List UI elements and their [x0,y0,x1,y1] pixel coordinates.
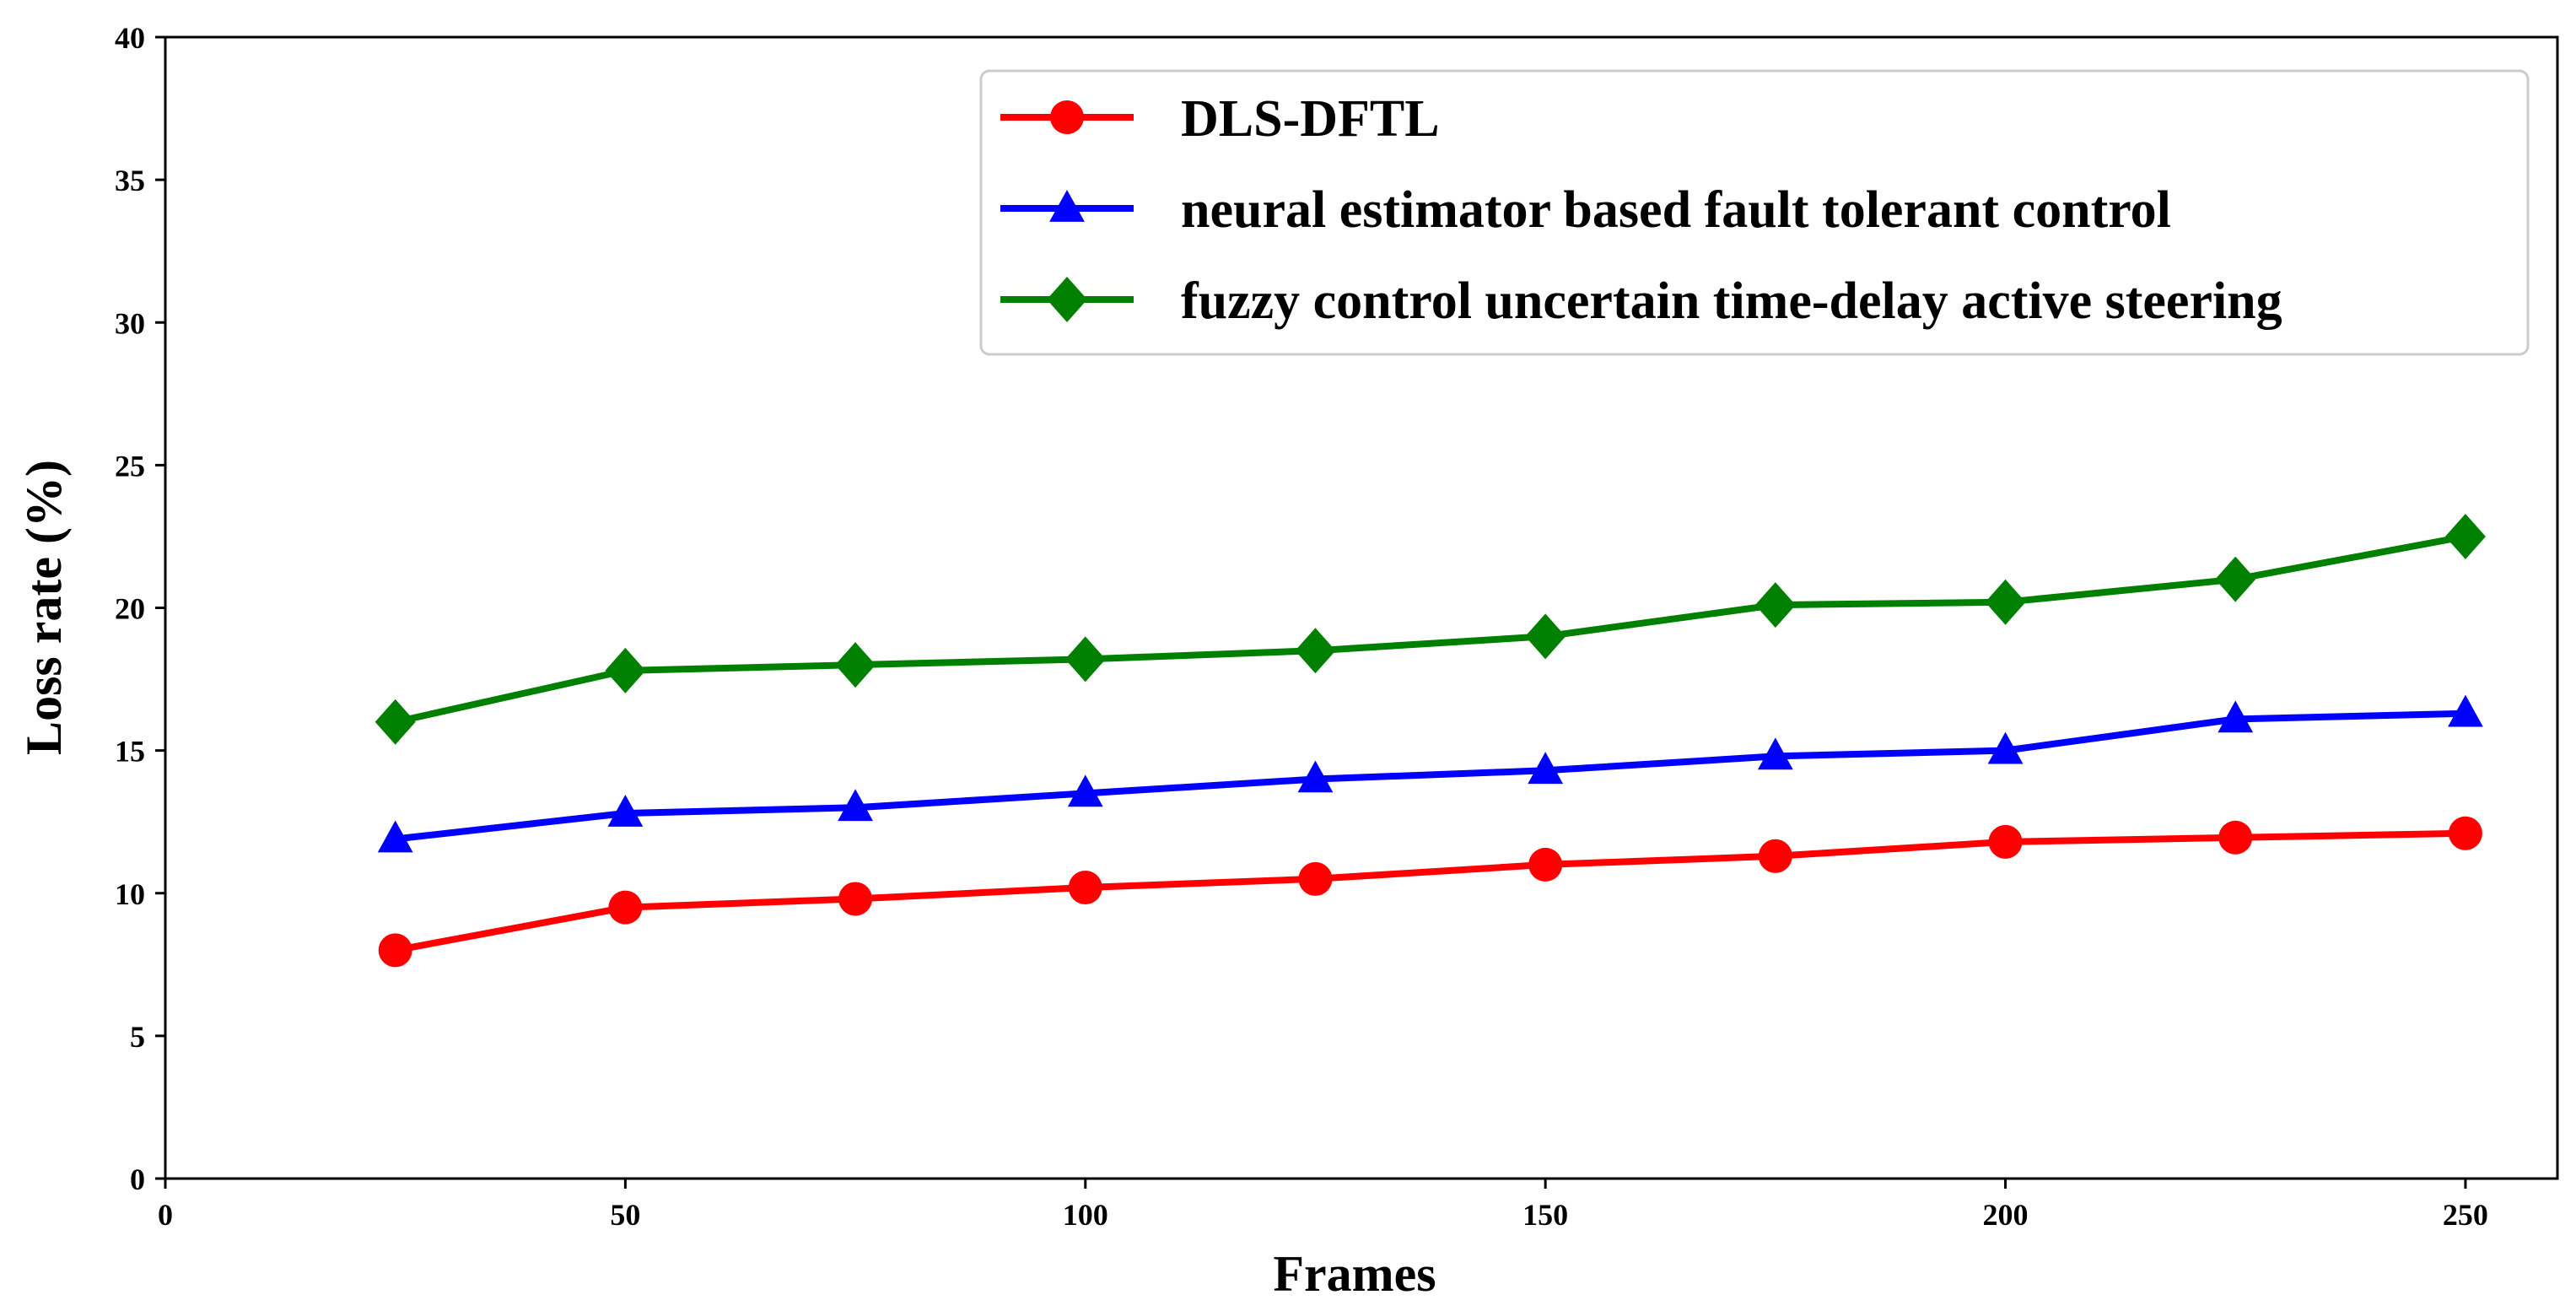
series-1 [378,816,2482,968]
data-point [1067,774,1103,807]
x-tick-label: 200 [1983,1198,2029,1232]
data-point [835,642,876,688]
legend-marker [1047,277,1087,322]
data-point [1985,579,2026,625]
data-point [1068,870,1102,904]
series-line [394,532,2466,726]
series-layer [375,513,2486,968]
legend-label: DLS-DFTL [1181,90,1440,148]
data-point [1758,839,1792,873]
legend-marker [1049,190,1085,222]
legend-label: neural estimator based fault tolerant co… [1181,181,2171,239]
data-point [1988,824,2023,859]
data-point [1298,861,1333,896]
y-tick-label: 5 [130,1020,145,1054]
y-tick-label: 20 [115,592,145,626]
data-point [605,647,646,693]
y-tick-label: 40 [115,21,145,55]
x-tick-label: 50 [610,1198,640,1232]
data-point [2448,694,2483,727]
data-point [375,699,416,745]
y-tick-label: 25 [115,449,145,483]
data-point [377,820,413,853]
y-tick-label: 35 [115,164,145,197]
data-point [1987,731,2024,764]
y-axis-title: Loss rate (%) [16,460,72,755]
data-point [838,882,873,916]
data-point [2218,820,2253,855]
data-point [2444,513,2486,559]
data-point [1754,582,1796,629]
x-tick-label: 250 [2443,1198,2488,1232]
data-point [1525,613,1566,660]
data-point [2448,816,2482,850]
data-point [2215,556,2256,602]
data-point [1297,760,1334,793]
x-tick-label: 150 [1522,1198,1568,1232]
x-axis-title: Frames [1273,1246,1436,1302]
data-point [378,933,412,968]
x-tick-label: 100 [1063,1198,1108,1232]
y-tick-label: 10 [115,877,145,911]
legend-marker [1050,100,1084,134]
legend-item: DLS-DFTL [1000,90,1440,148]
legend-item: fuzzy control uncertain time-delay activ… [1000,272,2282,330]
series-line [395,709,2466,843]
legend-item: neural estimator based fault tolerant co… [1000,181,2171,239]
series-3 [375,513,2486,745]
legend: DLS-DFTL neural estimator based fault tol… [979,69,2530,356]
data-point [1295,628,1336,674]
legend-box [979,69,2530,356]
series-line [394,829,2466,954]
data-point [607,795,644,827]
legend-label: fuzzy control uncertain time-delay activ… [1181,272,2282,330]
series-2 [377,694,2483,853]
y-tick-label: 30 [115,306,145,340]
data-point [838,789,873,822]
x-axis-ticks: 0 50 100 150 200 250 [158,1179,2488,1232]
data-point [1528,847,1563,882]
data-point [608,890,643,925]
y-axis-ticks: 0 5 10 15 20 25 30 35 40 [115,21,165,1196]
data-point [1064,636,1106,682]
y-tick-label: 15 [115,735,145,769]
data-point [1528,752,1564,785]
x-tick-label: 0 [158,1198,173,1232]
y-tick-label: 0 [130,1163,145,1196]
data-point [2218,700,2254,733]
data-point [1757,737,1793,770]
